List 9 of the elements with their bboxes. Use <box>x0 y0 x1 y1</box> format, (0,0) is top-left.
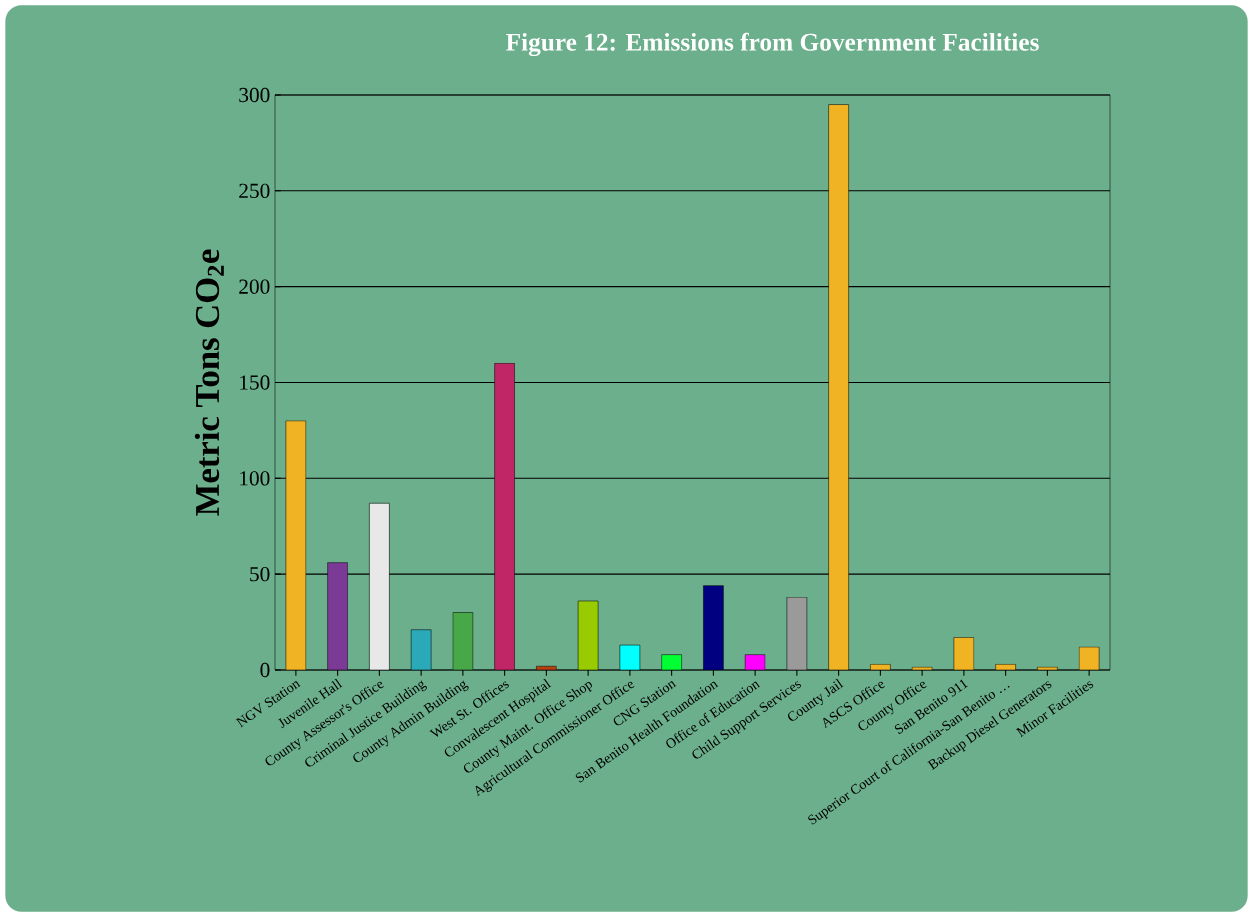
y-tick-label: 250 <box>239 183 270 199</box>
y-tick-label: 50 <box>250 566 270 582</box>
y-tick-label: 150 <box>240 375 270 390</box>
y-axis-title: Metric Tons CO$_{2}$e <box>194 249 224 516</box>
y-tick-label: 100 <box>240 471 270 486</box>
chart-title: Figure 12: Emissions from Government Facilities <box>506 32 1039 57</box>
y-tick-label: 0 <box>260 662 270 678</box>
y-tick-label: 200 <box>239 279 270 294</box>
y-tick-label: 300 <box>239 87 270 103</box>
